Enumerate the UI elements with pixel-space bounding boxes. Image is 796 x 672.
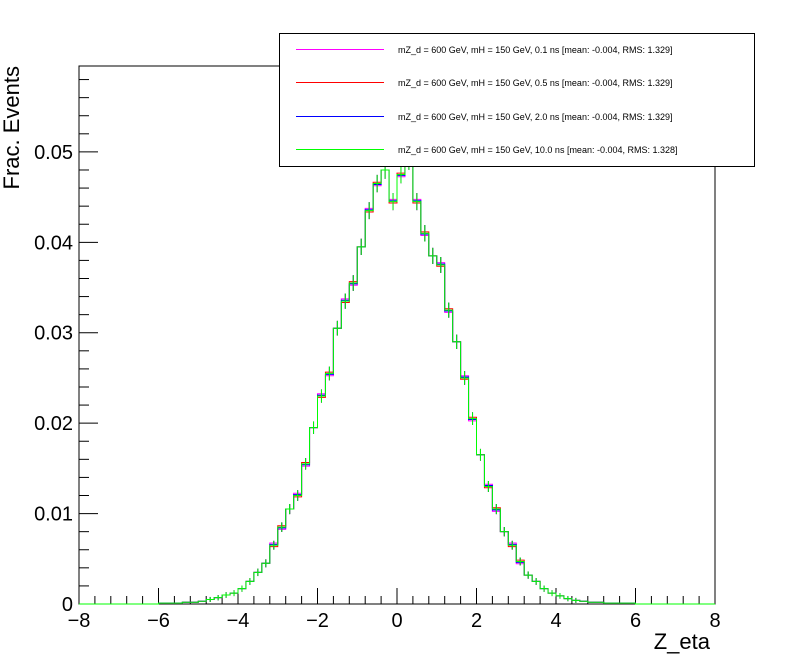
- y-tick-labels: 0 0.01 0.02 0.03 0.04 0.05: [34, 142, 73, 616]
- y-tick-label: 0.01: [34, 504, 73, 526]
- legend-swatch: [296, 149, 384, 150]
- x-tick-label: −2: [306, 610, 329, 632]
- x-tick-labels: −8 −6 −4 −2 0 2 4 6 8: [68, 610, 721, 632]
- histogram-series-2: [79, 160, 715, 605]
- y-tick-label: 0.04: [34, 232, 73, 254]
- y-tick-label: 0.03: [34, 323, 73, 345]
- y-tick-label: 0.02: [34, 413, 73, 435]
- legend-label: mZ_d = 600 GeV, mH = 150 GeV, 0.5 ns [me…: [398, 78, 673, 88]
- x-tick-label: −8: [68, 610, 91, 632]
- x-tick-label: 8: [709, 610, 720, 632]
- x-tick-label: 4: [550, 610, 561, 632]
- x-tick-label: −4: [227, 610, 250, 632]
- histogram-series-1: [79, 160, 715, 605]
- legend-label: mZ_d = 600 GeV, mH = 150 GeV, 10.0 ns [m…: [398, 145, 678, 155]
- legend: mZ_d = 600 GeV, mH = 150 GeV, 0.1 ns [me…: [279, 33, 755, 167]
- x-axis-title: Z_eta: [654, 629, 711, 654]
- y-tick-label: 0: [62, 594, 73, 616]
- legend-item: mZ_d = 600 GeV, mH = 150 GeV, 0.1 ns [me…: [280, 42, 754, 58]
- legend-label: mZ_d = 600 GeV, mH = 150 GeV, 2.0 ns [me…: [398, 112, 673, 122]
- legend-swatch: [296, 49, 384, 50]
- x-tick-label: 6: [630, 610, 641, 632]
- histogram-series-0: [79, 160, 715, 605]
- histogram-series-3: [79, 160, 715, 605]
- histogram-series: [79, 152, 715, 605]
- legend-label: mZ_d = 600 GeV, mH = 150 GeV, 0.1 ns [me…: [398, 45, 673, 55]
- x-tick-label: 0: [391, 610, 402, 632]
- x-tick-label: −6: [147, 610, 170, 632]
- legend-item: mZ_d = 600 GeV, mH = 150 GeV, 0.5 ns [me…: [280, 75, 754, 91]
- legend-item: mZ_d = 600 GeV, mH = 150 GeV, 10.0 ns [m…: [280, 142, 754, 158]
- legend-item: mZ_d = 600 GeV, mH = 150 GeV, 2.0 ns [me…: [280, 109, 754, 125]
- y-tick-label: 0.05: [34, 142, 73, 164]
- y-axis-title: Frac. Events: [0, 66, 24, 189]
- legend-swatch: [296, 116, 384, 117]
- legend-swatch: [296, 82, 384, 83]
- x-tick-label: 2: [471, 610, 482, 632]
